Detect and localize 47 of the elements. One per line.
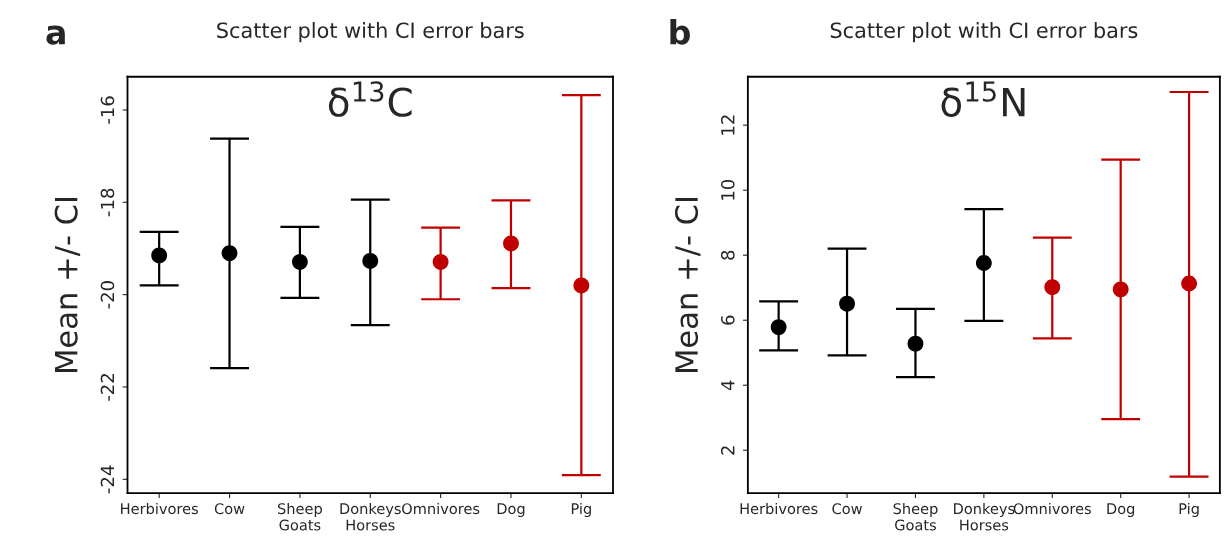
annotation: δ$^{15}$N xyxy=(941,81,1025,117)
x-tick-label: Omnivores xyxy=(402,502,480,515)
point xyxy=(770,319,787,335)
y-tick-label: 4 xyxy=(721,380,735,391)
y-tick-label: 12 xyxy=(720,115,735,135)
x-tick-label: Sheep Goats xyxy=(893,502,938,531)
point xyxy=(1181,275,1197,292)
point xyxy=(975,255,992,271)
text: b xyxy=(670,18,690,45)
y-tick-label: 10 xyxy=(720,179,735,200)
y-tick-label: 8 xyxy=(720,250,735,260)
x-tick-label: Cow xyxy=(214,503,245,515)
y-axis-title: Mean +/- CI xyxy=(54,197,81,372)
x-tick-label: Pig xyxy=(571,502,591,518)
x-tick-label: Herbivores xyxy=(121,502,198,515)
x-tick-label: Cow xyxy=(832,503,862,515)
point xyxy=(839,295,855,312)
point xyxy=(573,277,590,294)
y-tick-label: -22 xyxy=(100,374,115,401)
text: a xyxy=(46,25,65,45)
y-tick-label: -16 xyxy=(100,96,115,124)
x-tick-label: Donkeys Horses xyxy=(954,502,1015,531)
x-tick-label: Herbivores xyxy=(740,502,818,515)
annotation: δ$^{13}$C xyxy=(328,81,412,117)
chart-title: Scatter plot with CI error bars xyxy=(217,22,524,43)
point xyxy=(221,245,238,262)
point xyxy=(432,253,449,270)
x-tick-label: Dog xyxy=(1107,503,1135,518)
y-tick-label: -24 xyxy=(100,465,115,494)
chart-title: Scatter plot with CI error bars xyxy=(830,22,1138,43)
point xyxy=(1112,281,1129,298)
x-tick-label: Pig xyxy=(1179,502,1199,518)
point xyxy=(503,235,519,252)
y-tick-label: 6 xyxy=(720,315,735,325)
y-tick-label: -18 xyxy=(100,188,115,217)
point xyxy=(151,247,168,264)
y-tick-label: -20 xyxy=(100,281,115,309)
x-tick-label: Omnivores xyxy=(1013,502,1091,515)
y-tick-label: 2 xyxy=(720,446,735,455)
y-axis-title: Mean +/- CI xyxy=(674,197,701,372)
point xyxy=(362,253,379,269)
point xyxy=(907,335,924,352)
x-tick-label: Sheep Goats xyxy=(278,502,322,531)
x-tick-label: Donkeys Horses xyxy=(340,502,401,531)
x-tick-label: Dog xyxy=(497,503,525,518)
point xyxy=(291,253,308,270)
point xyxy=(1044,279,1061,295)
